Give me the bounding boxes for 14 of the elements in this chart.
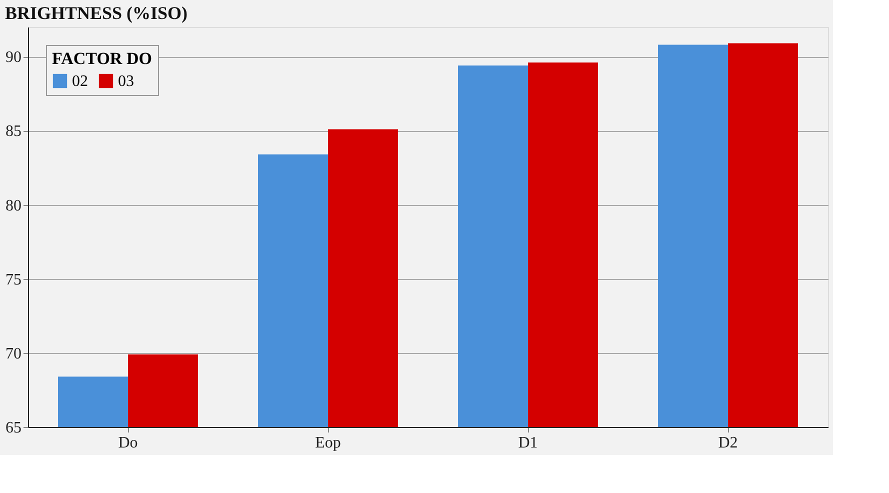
y-tick-label: 85 [6,123,22,140]
y-tick-label: 70 [6,345,22,362]
y-tick-label: 65 [6,420,22,436]
chart-title: BRIGHTNESS (%ISO) [5,3,188,23]
legend-title: FACTOR DO [52,49,152,68]
x-tick-label: Eop [315,434,341,452]
x-tick-label: D2 [718,434,738,452]
y-tick-label: 80 [6,197,22,214]
legend-label: 02 [72,73,88,90]
legend-label: 03 [118,73,134,90]
y-tick-label: 75 [6,271,22,288]
x-tick-label: D1 [518,434,538,452]
x-tick-label: Do [118,434,138,452]
y-tick-label: 90 [6,49,22,66]
